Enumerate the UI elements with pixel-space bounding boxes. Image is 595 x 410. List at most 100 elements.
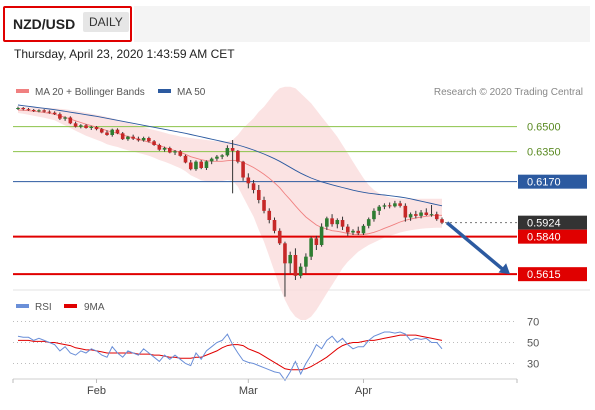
candle	[68, 116, 73, 125]
candle-body	[309, 238, 313, 257]
candle	[387, 202, 392, 209]
candle-body	[110, 129, 115, 135]
candle-body	[351, 230, 355, 233]
candle-body	[251, 183, 256, 190]
candle	[26, 108, 31, 111]
candle	[241, 160, 245, 181]
candle-body	[115, 129, 120, 134]
candle-body	[366, 219, 371, 226]
candle	[440, 217, 444, 225]
candle-body	[262, 200, 266, 211]
candle-body	[199, 161, 204, 168]
candle-body	[209, 158, 214, 162]
x-tick-label: Feb	[87, 385, 106, 397]
candle-body	[361, 225, 366, 234]
header-bar	[134, 6, 590, 42]
candle	[434, 211, 439, 221]
candle-body	[37, 110, 41, 112]
candle	[204, 160, 209, 170]
candle	[309, 236, 313, 260]
candle-body	[94, 127, 99, 130]
candle	[288, 251, 292, 274]
candle-body	[52, 112, 57, 115]
candle-body	[424, 212, 429, 215]
candle	[314, 235, 319, 250]
candle-body	[335, 220, 340, 225]
candle	[136, 136, 141, 142]
timestamp: Thursday, April 23, 2020 1:43:59 AM CET	[14, 47, 235, 61]
candle	[372, 208, 376, 222]
candle	[251, 180, 256, 194]
candle-body	[246, 177, 251, 184]
bollinger-band	[18, 86, 442, 320]
legend-ma9: 9MA	[64, 302, 105, 313]
legend-label-ma20: MA 20 + Bollinger Bands	[35, 87, 145, 98]
candle-body	[120, 133, 125, 140]
candle	[230, 140, 235, 194]
candle-body	[414, 214, 418, 216]
candle-body	[293, 255, 298, 276]
candle	[403, 203, 408, 222]
candle-body	[304, 256, 308, 267]
candle-body	[298, 266, 303, 276]
candle	[304, 253, 308, 274]
candle-body	[188, 162, 193, 170]
level-label-target: 0.6350	[527, 147, 561, 159]
candle-body	[47, 111, 52, 113]
candle-body	[398, 203, 402, 206]
candle-body	[31, 110, 36, 111]
candle	[152, 140, 156, 146]
candle-body	[84, 125, 88, 128]
candle	[183, 154, 188, 164]
candle-body	[204, 161, 209, 168]
symbol-highlight-box	[3, 6, 132, 42]
ma20-line	[17, 109, 442, 236]
candle	[398, 200, 402, 208]
candle	[361, 224, 366, 235]
candle-body	[377, 206, 381, 211]
candle	[188, 160, 193, 171]
candle-body	[194, 161, 198, 170]
candle-body	[325, 218, 329, 227]
candle-body	[419, 212, 423, 216]
candle-body	[267, 210, 272, 220]
period-button[interactable]: DAILY	[83, 12, 129, 32]
candle-body	[372, 210, 376, 220]
candle-body	[131, 136, 135, 139]
candle	[366, 217, 371, 229]
candle	[63, 116, 67, 121]
candle	[52, 111, 57, 115]
candle	[298, 263, 303, 279]
x-axis-labels: Feb Mar Apr	[12, 379, 518, 397]
legend-swatch-ma50	[158, 89, 171, 93]
legend-ma50: MA 50	[158, 87, 206, 98]
candle-body	[79, 125, 83, 127]
ma50-line	[17, 104, 443, 207]
candle	[126, 135, 130, 141]
candle	[31, 109, 36, 112]
candle-body	[68, 117, 73, 124]
candle	[382, 203, 387, 210]
candle-body	[105, 132, 109, 135]
candle	[79, 124, 83, 129]
candle-body	[345, 226, 350, 233]
candle	[178, 150, 183, 157]
candle-body	[256, 190, 261, 200]
legend-swatch-ma20	[16, 89, 29, 93]
candle	[131, 134, 135, 140]
candle-body	[58, 114, 62, 119]
candle-body	[136, 138, 141, 141]
level-tag-support	[518, 267, 587, 282]
rsi-layer: 70 50 30	[13, 317, 539, 382]
candle	[58, 112, 62, 120]
level-label-support: 0.5840	[527, 232, 561, 244]
legend-label-ma9: 9MA	[84, 302, 105, 313]
candle	[157, 143, 162, 151]
rsi-line	[17, 331, 443, 382]
candle-body	[408, 214, 413, 218]
candle	[419, 210, 423, 219]
candle	[330, 214, 334, 227]
candle	[173, 150, 177, 155]
candle-body	[42, 110, 46, 112]
candle-body	[16, 108, 20, 109]
